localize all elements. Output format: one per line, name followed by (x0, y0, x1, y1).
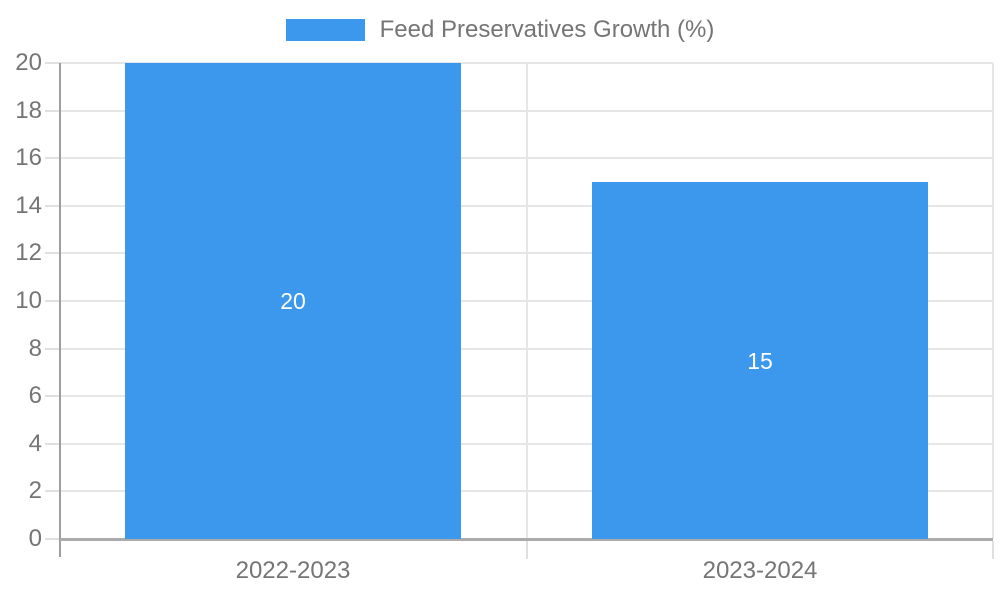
y-axis-tick (45, 538, 60, 540)
legend-item[interactable]: Feed Preservatives Growth (%) (285, 16, 715, 43)
y-axis-tick (45, 109, 60, 112)
y-tick-label: 4 (28, 429, 42, 457)
y-axis-tick (45, 347, 60, 350)
y-axis-tick (45, 395, 60, 398)
y-axis-tick (45, 442, 60, 445)
y-axis-tick (45, 490, 60, 493)
y-tick-label: 20 (15, 49, 42, 76)
bar-value-label: 20 (280, 288, 306, 314)
legend: Feed Preservatives Growth (%) (0, 17, 1000, 43)
y-axis-tick (45, 204, 60, 207)
y-axis-tick (45, 157, 60, 160)
y-tick-label: 10 (15, 287, 42, 314)
bar[interactable] (125, 63, 461, 539)
category-separator (992, 63, 994, 539)
y-tick-label: 16 (15, 144, 42, 172)
x-axis-tick (526, 541, 528, 559)
y-axis-tick (45, 300, 60, 302)
bar[interactable] (592, 182, 928, 539)
category-separator (526, 63, 528, 539)
bar-value-label: 15 (747, 348, 773, 374)
y-tick-label: 8 (28, 334, 42, 362)
y-tick-label: 14 (15, 191, 42, 219)
y-tick-label: 0 (28, 525, 42, 552)
x-axis-tick (992, 541, 994, 559)
y-axis-line (59, 63, 61, 557)
y-axis-tick (45, 62, 60, 64)
y-tick-label: 6 (28, 382, 42, 410)
y-tick-label: 12 (15, 239, 42, 267)
x-tick-label: 2023-2024 (702, 557, 818, 584)
legend-swatch (285, 19, 365, 41)
y-tick-label: 18 (15, 96, 42, 124)
y-axis-tick (45, 252, 60, 255)
x-tick-label: 2022-2023 (235, 557, 351, 584)
x-axis-line (60, 538, 993, 541)
legend-label: Feed Preservatives Growth (%) (379, 16, 715, 43)
y-tick-label: 2 (28, 477, 42, 505)
